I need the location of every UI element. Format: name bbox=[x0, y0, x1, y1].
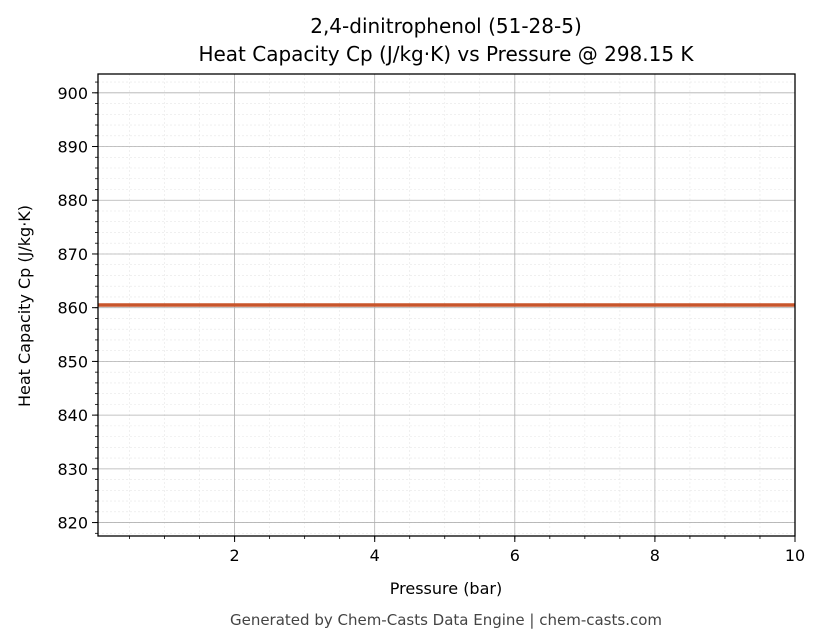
y-tick-label: 840 bbox=[57, 406, 88, 425]
y-tick-label: 870 bbox=[57, 245, 88, 264]
y-axis-label: Heat Capacity Cp (J/kg·K) bbox=[15, 205, 34, 407]
y-tick-label: 850 bbox=[57, 352, 88, 371]
x-tick-label: 2 bbox=[230, 546, 240, 565]
y-tick-label: 880 bbox=[57, 191, 88, 210]
ticks bbox=[92, 81, 796, 542]
y-tick-label: 890 bbox=[57, 138, 88, 157]
y-tick-label: 830 bbox=[57, 460, 88, 479]
chart-subtitle: Heat Capacity Cp (J/kg·K) vs Pressure @ … bbox=[198, 42, 694, 66]
chart-title: 2,4-dinitrophenol (51-28-5) bbox=[310, 14, 582, 38]
footer-credit: Generated by Chem-Casts Data Engine | ch… bbox=[230, 611, 662, 629]
y-tick-label: 860 bbox=[57, 299, 88, 318]
y-tick-label: 820 bbox=[57, 514, 88, 533]
x-tick-label: 4 bbox=[370, 546, 380, 565]
x-tick-label: 8 bbox=[650, 546, 660, 565]
y-tick-label: 900 bbox=[57, 84, 88, 103]
x-axis-label: Pressure (bar) bbox=[390, 579, 502, 598]
plot-frame bbox=[97, 73, 796, 537]
x-tick-label: 10 bbox=[785, 546, 805, 565]
x-tick-label: 6 bbox=[510, 546, 520, 565]
